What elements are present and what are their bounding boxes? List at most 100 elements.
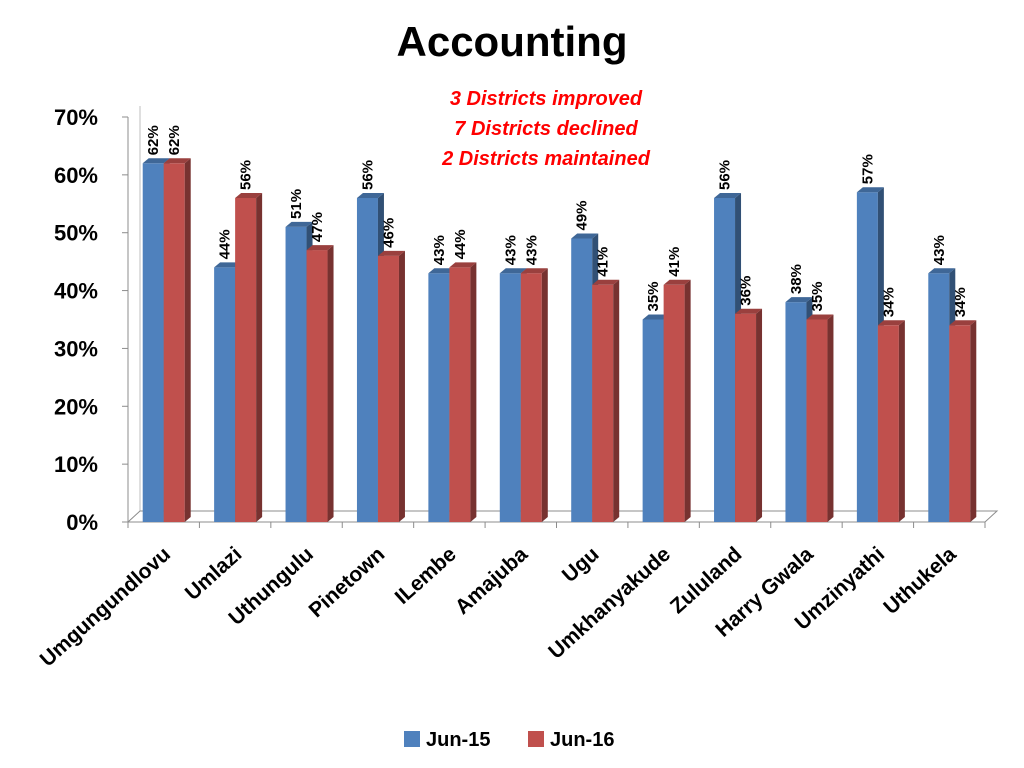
data-label-Jun-16-Umgungundlovu: 62% (166, 125, 183, 155)
bar-top-Jun-16-Ugu (592, 279, 620, 285)
bar-side-Jun-16-Uthukela (970, 320, 977, 522)
data-label-Jun-15-Amajuba: 43% (502, 235, 519, 265)
bar-Jun-16-Umgungundlovu (163, 163, 185, 523)
legend-swatch-Jun-16 (528, 731, 544, 747)
bar-Jun-15-ILembe (428, 273, 450, 522)
bar-top-Jun-16-Zululand (735, 308, 763, 314)
chart-title: Accounting (396, 18, 628, 65)
bar-Jun-16-Harry Gwala (806, 319, 828, 522)
annotation-maintained: 2 Districts maintained (442, 148, 650, 170)
bar-top-Jun-15-Uthungulu (285, 221, 313, 227)
data-label-Jun-15-ILembe: 43% (431, 235, 448, 265)
data-label-Jun-16-ILembe: 44% (452, 229, 469, 259)
bar-Jun-15-Zululand (714, 198, 736, 522)
bar-top-Jun-15-Umkhanyakude (642, 314, 670, 320)
bar-top-Jun-15-Uthukela (928, 268, 956, 274)
bar-top-Jun-16-Umgungundlovu (163, 158, 191, 164)
y-tick-label: 30% (54, 336, 98, 361)
bar-Jun-15-Amajuba (499, 273, 521, 522)
data-label-Jun-16-Zululand: 36% (738, 276, 755, 306)
data-label-Jun-15-Uthungulu: 51% (288, 189, 305, 219)
bar-Jun-16-Uthukela (949, 325, 971, 522)
bar-Jun-15-Umgungundlovu (142, 163, 164, 523)
category-label-Umgungundlovu: Umgungundlovu (36, 543, 175, 672)
bar-Jun-15-Uthukela (928, 273, 950, 522)
category-label-ILembe: ILembe (391, 543, 461, 609)
category-label-Ugu: Ugu (558, 543, 604, 587)
bar-top-Jun-16-Uthungulu (306, 245, 334, 251)
annotation-declined: 7 Districts declined (454, 118, 638, 140)
category-label-Uthukela: Uthukela (879, 542, 961, 619)
y-tick-label: 20% (54, 394, 98, 419)
bar-Jun-15-Harry Gwala (785, 302, 807, 522)
bar-Jun-16-Ugu (592, 284, 614, 522)
bar-top-Jun-16-Umzinyathi (877, 320, 905, 326)
bar-Jun-15-Uthungulu (285, 226, 307, 522)
bar-Jun-16-Umkhanyakude (663, 284, 685, 522)
bar-side-Jun-16-Ugu (613, 279, 620, 522)
data-label-Jun-15-Zululand: 56% (717, 160, 734, 190)
bar-top-Jun-15-Umgungundlovu (142, 158, 170, 164)
bar-side-Jun-16-Zululand (756, 308, 763, 522)
bar-top-Jun-15-Umlazi (214, 262, 242, 268)
data-label-Jun-15-Pinetown: 56% (359, 160, 376, 190)
data-label-Jun-15-Umgungundlovu: 62% (145, 125, 162, 155)
bar-top-Jun-15-Harry Gwala (785, 297, 813, 303)
data-label-Jun-16-Umlazi: 56% (238, 160, 255, 190)
category-label-Umkhanyakude: Umkhanyakude (544, 543, 675, 664)
bar-Jun-15-Pinetown (356, 198, 378, 522)
data-label-Jun-15-Uthukela: 43% (931, 235, 948, 265)
bar-side-Jun-16-Harry Gwala (827, 314, 834, 522)
y-tick-label: 50% (54, 221, 98, 246)
bar-Jun-15-Umlazi (214, 267, 236, 522)
bar-top-Jun-16-Umlazi (235, 193, 263, 198)
category-label-Amajuba: Amajuba (451, 542, 533, 619)
category-label-Pinetown: Pinetown (305, 543, 390, 623)
data-label-Jun-15-Ugu: 49% (574, 200, 591, 230)
data-label-Jun-15-Umzinyathi: 57% (859, 154, 876, 184)
bar-top-Jun-16-Uthukela (949, 320, 977, 326)
bar-top-Jun-15-Zululand (714, 193, 742, 198)
bar-Jun-16-Uthungulu (306, 250, 328, 523)
data-label-Jun-16-Umzinyathi: 34% (880, 287, 897, 317)
bar-top-Jun-16-ILembe (449, 262, 477, 268)
data-label-Jun-16-Umkhanyakude: 41% (666, 247, 683, 277)
bar-top-Jun-16-Amajuba (520, 268, 548, 274)
y-tick-label: 10% (54, 452, 98, 477)
bar-top-Jun-15-Pinetown (356, 193, 384, 198)
legend-label-Jun-16: Jun-16 (550, 729, 614, 751)
data-label-Jun-16-Ugu: 41% (595, 247, 612, 277)
bar-Jun-16-Zululand (735, 313, 757, 522)
bar-top-Jun-16-Pinetown (377, 250, 405, 256)
bar-side-Jun-16-Umgungundlovu (184, 158, 191, 523)
bar-side-Jun-16-ILembe (470, 262, 477, 522)
y-tick-label: 40% (54, 279, 98, 304)
legend-swatch-Jun-15 (404, 731, 420, 747)
data-label-Jun-16-Uthukela: 34% (952, 287, 969, 317)
legend-label-Jun-15: Jun-15 (426, 729, 490, 751)
bar-top-Jun-15-Ugu (571, 233, 599, 239)
bar-side-Jun-16-Umlazi (256, 193, 263, 522)
bar-side-Jun-16-Umzinyathi (898, 320, 905, 522)
data-label-Jun-15-Umlazi: 44% (217, 229, 234, 259)
bar-Jun-15-Umzinyathi (856, 192, 878, 522)
bar-top-Jun-15-Amajuba (499, 268, 527, 274)
bar-side-Jun-16-Umkhanyakude (684, 279, 691, 522)
data-label-Jun-16-Harry Gwala: 35% (809, 281, 826, 311)
bar-Jun-16-ILembe (449, 267, 471, 522)
data-label-Jun-16-Amajuba: 43% (523, 235, 540, 265)
bar-Jun-16-Umzinyathi (877, 325, 899, 522)
bar-side-Jun-16-Amajuba (541, 268, 548, 522)
bar-top-Jun-16-Umkhanyakude (663, 279, 691, 285)
bar-side-Jun-16-Pinetown (398, 250, 405, 522)
bar-top-Jun-15-Umzinyathi (856, 187, 884, 193)
y-tick-label: 0% (66, 510, 98, 535)
data-label-Jun-16-Pinetown: 46% (380, 218, 397, 248)
data-label-Jun-15-Harry Gwala: 38% (788, 264, 805, 294)
bar-top-Jun-15-ILembe (428, 268, 456, 274)
data-label-Jun-16-Uthungulu: 47% (309, 212, 326, 242)
y-tick-label: 70% (54, 105, 98, 130)
bar-Jun-16-Pinetown (377, 255, 399, 522)
bar-Jun-16-Amajuba (520, 273, 542, 522)
